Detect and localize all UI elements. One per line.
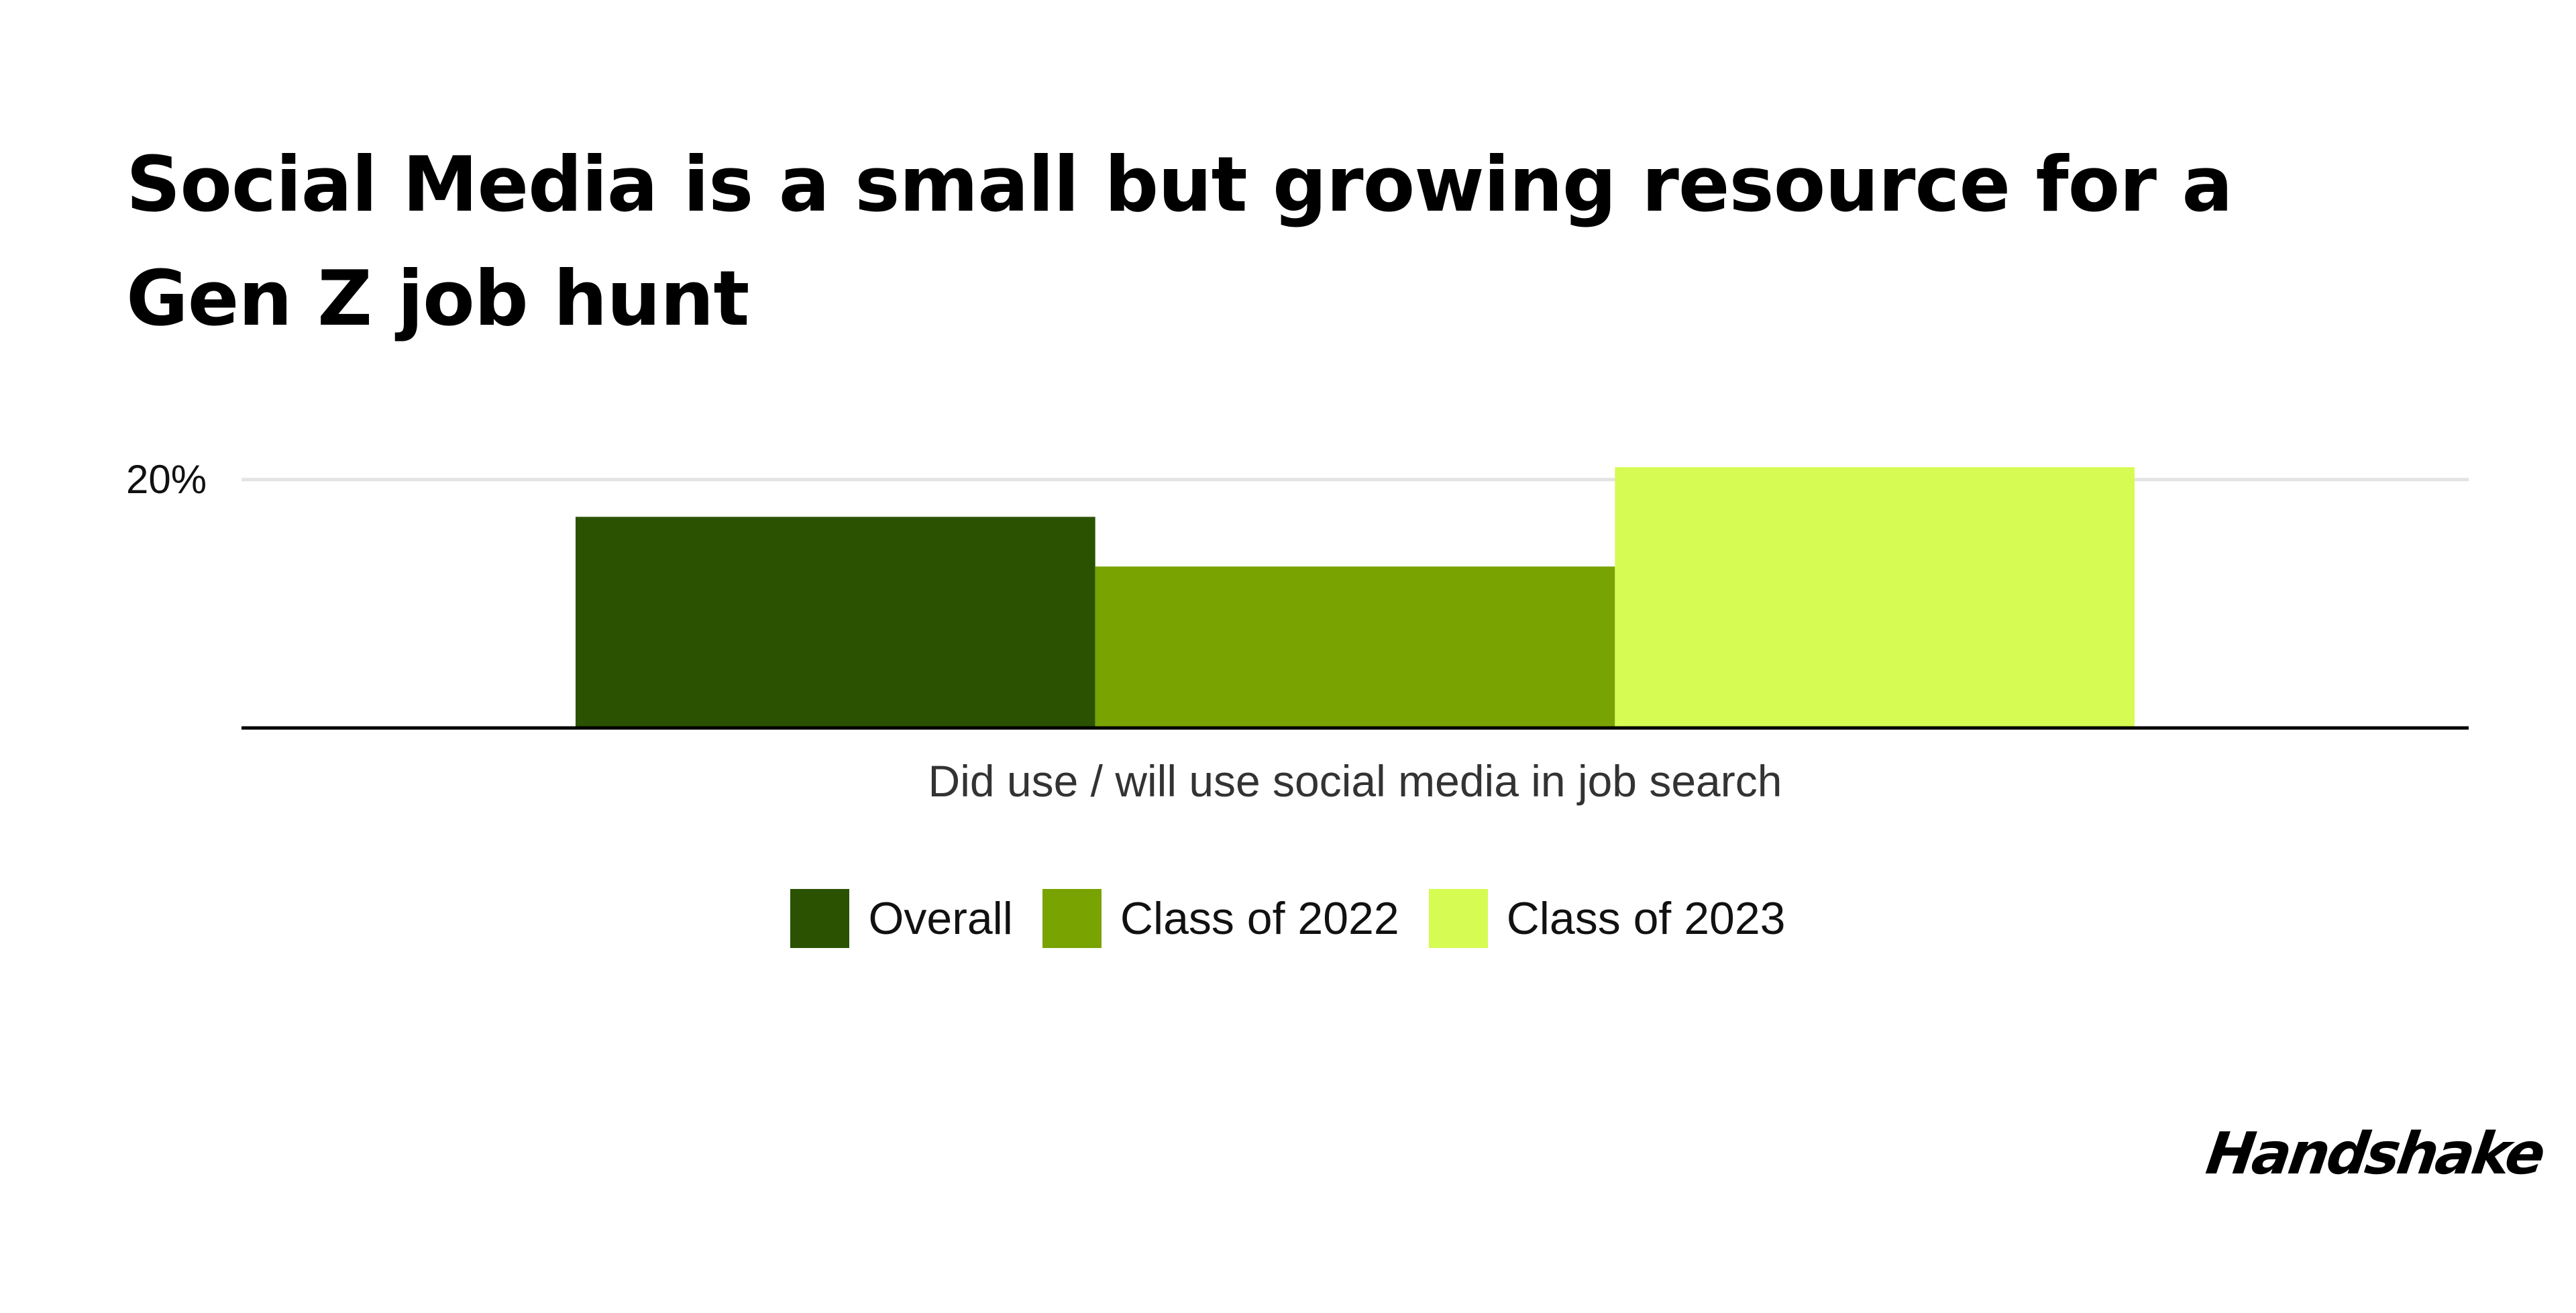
- handshake-logo: Handshake: [2202, 1120, 2547, 1188]
- x-axis-categories: Did use / will use social media in job s…: [928, 756, 1782, 806]
- y-axis-ticks: 20%: [126, 457, 207, 502]
- legend-swatch: [1428, 889, 1488, 948]
- legend-label: Class of 2023: [1506, 893, 1786, 944]
- bar-overall: [576, 517, 1095, 728]
- legend-swatch: [790, 889, 850, 948]
- legend-item-overall: Overall: [790, 889, 1013, 948]
- legend-label: Overall: [868, 893, 1013, 944]
- chart-title: Social Media is a small but growing reso…: [126, 140, 2233, 343]
- legend-item-class-of-2022: Class of 2022: [1042, 889, 1399, 948]
- bar-class-of-2023: [1615, 467, 2135, 728]
- x-category-label: Did use / will use social media in job s…: [928, 756, 1782, 806]
- y-tick-label: 20%: [126, 457, 207, 502]
- legend-label: Class of 2022: [1120, 893, 1399, 944]
- legend: Overall Class of 2022 Class of 2023: [0, 889, 2576, 948]
- legend-item-class-of-2023: Class of 2023: [1428, 889, 1786, 948]
- bar-class-of-2022: [1095, 566, 1615, 728]
- bars: [576, 467, 2135, 728]
- legend-swatch: [1042, 889, 1102, 948]
